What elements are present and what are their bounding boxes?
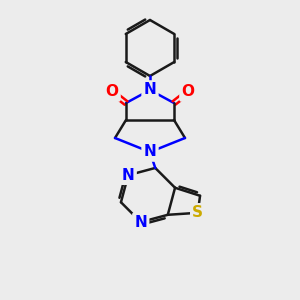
Text: N: N (134, 214, 147, 230)
Text: O: O (106, 85, 118, 100)
Text: N: N (122, 168, 135, 183)
Text: S: S (192, 205, 203, 220)
Text: O: O (182, 85, 194, 100)
Text: N: N (144, 82, 156, 98)
Text: N: N (144, 145, 156, 160)
